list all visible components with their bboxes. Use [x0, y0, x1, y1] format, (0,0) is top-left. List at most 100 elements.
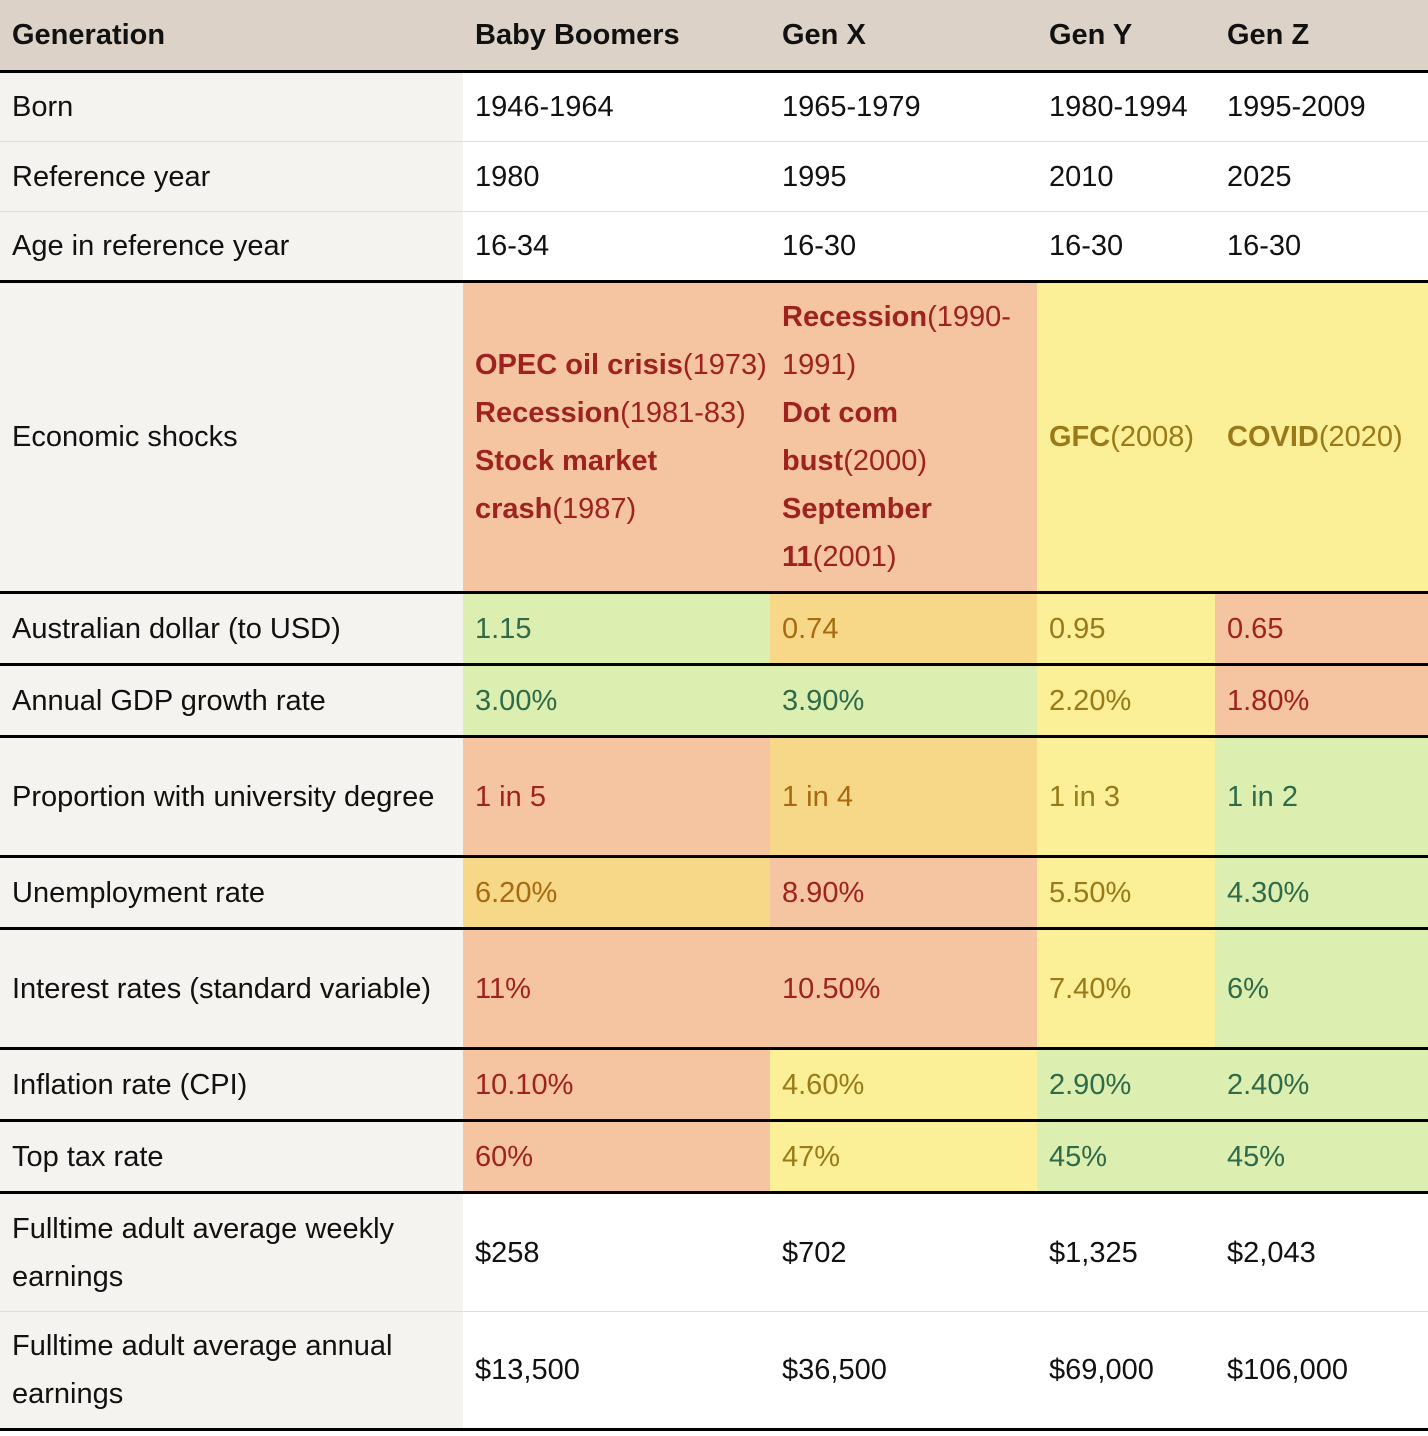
cell: 16-34 — [463, 211, 770, 283]
row-label: Proportion with university degree — [0, 736, 463, 858]
row-label: Inflation rate (CPI) — [0, 1048, 463, 1122]
row-top-tax-rate: Top tax rate 60% 47% 45% 45% — [0, 1120, 1428, 1194]
cell: 1 in 4 — [770, 736, 1037, 858]
economic-shock-item: GFC(2008) — [1049, 413, 1215, 461]
shock-name: Stock market crash — [475, 445, 658, 525]
cell: 0.95 — [1037, 592, 1215, 666]
row-unemployment: Unemployment rate 6.20% 8.90% 5.50% 4.30… — [0, 856, 1428, 930]
cell: 1995-2009 — [1215, 71, 1428, 142]
cell: 11% — [463, 928, 770, 1050]
cell: 0.65 — [1215, 592, 1428, 666]
cell: 1965-1979 — [770, 71, 1037, 142]
cell: 2.90% — [1037, 1048, 1215, 1122]
shock-year: (1973) — [682, 349, 767, 381]
economic-shock-item: Dot com bust(2000) — [782, 389, 1037, 485]
row-label: Fulltime adult average weekly earnings — [0, 1192, 463, 1312]
economic-shock-item: OPEC oil crisis(1973) — [475, 341, 770, 389]
cell: 1 in 3 — [1037, 736, 1215, 858]
cell: $1,325 — [1037, 1192, 1215, 1312]
cell: 1995 — [770, 141, 1037, 212]
row-annual-earnings: Fulltime adult average annual earnings $… — [0, 1311, 1428, 1431]
economic-shock-item: Recession(1981-83) — [475, 389, 770, 437]
cell: 2010 — [1037, 141, 1215, 212]
cell: 1 in 5 — [463, 736, 770, 858]
cell: 4.60% — [770, 1048, 1037, 1122]
shock-year: (2020) — [1318, 421, 1403, 453]
cell: 4.30% — [1215, 856, 1428, 930]
shock-year: (1990-1991) — [782, 301, 1011, 381]
cell: 2.20% — [1037, 664, 1215, 738]
economic-shock-item: COVID(2020) — [1227, 413, 1428, 461]
cell: $69,000 — [1037, 1311, 1215, 1431]
cell: 16-30 — [770, 211, 1037, 283]
cell: $106,000 — [1215, 1311, 1428, 1431]
shock-year: (2000) — [843, 445, 928, 477]
cell: 6.20% — [463, 856, 770, 930]
row-label: Top tax rate — [0, 1120, 463, 1194]
row-age: Age in reference year 16-34 16-30 16-30 … — [0, 211, 1428, 283]
shocks-baby-boomers: OPEC oil crisis(1973) Recession(1981-83) S… — [463, 281, 770, 594]
row-interest-rates: Interest rates (standard variable) 11% 1… — [0, 928, 1428, 1050]
cell: 3.00% — [463, 664, 770, 738]
cell: 1.15 — [463, 592, 770, 666]
cell: 16-30 — [1215, 211, 1428, 283]
row-reference-year: Reference year 1980 1995 2010 2025 — [0, 141, 1428, 212]
row-gdp-growth: Annual GDP growth rate 3.00% 3.90% 2.20%… — [0, 664, 1428, 738]
cell: 45% — [1215, 1120, 1428, 1194]
shock-name: Dot com bust — [782, 397, 898, 477]
cell: 1.80% — [1215, 664, 1428, 738]
cell: 10.10% — [463, 1048, 770, 1122]
row-label: Unemployment rate — [0, 856, 463, 930]
shock-year: (1987) — [552, 493, 637, 525]
row-label: Economic shocks — [0, 281, 463, 594]
shock-name: GFC — [1049, 421, 1111, 453]
shock-name: OPEC oil crisis — [475, 349, 683, 381]
shocks-gen-y: GFC(2008) — [1037, 281, 1215, 594]
shocks-gen-z: COVID(2020) — [1215, 281, 1428, 594]
economic-shock-item: September 11(2001) — [782, 485, 1037, 581]
cell: $702 — [770, 1192, 1037, 1312]
shock-year: (2001) — [812, 541, 897, 573]
cell: 7.40% — [1037, 928, 1215, 1050]
shock-name: COVID — [1227, 421, 1319, 453]
cell: 2025 — [1215, 141, 1428, 212]
cell: $258 — [463, 1192, 770, 1312]
cell: 6% — [1215, 928, 1428, 1050]
row-label: Born — [0, 71, 463, 142]
cell: 16-30 — [1037, 211, 1215, 283]
row-born: Born 1946-1964 1965-1979 1980-1994 1995-… — [0, 71, 1428, 142]
shocks-gen-x: Recession(1990-1991) Dot com bust(2000) Se… — [770, 281, 1037, 594]
cell: 45% — [1037, 1120, 1215, 1194]
cell: 10.50% — [770, 928, 1037, 1050]
cell: 1946-1964 — [463, 71, 770, 142]
row-label: Australian dollar (to USD) — [0, 592, 463, 666]
header-generation: Generation — [0, 0, 463, 73]
shock-name: September 11 — [782, 493, 932, 573]
shock-year: (1981-83) — [620, 397, 746, 429]
economic-shock-item: Recession(1990-1991) — [782, 293, 1037, 389]
row-economic-shocks: Economic shocks OPEC oil crisis(1973) Rec… — [0, 281, 1428, 594]
header-row: Generation Baby Boomers Gen X Gen Y Gen … — [0, 0, 1428, 73]
cell: 3.90% — [770, 664, 1037, 738]
row-university-degree: Proportion with university degree 1 in 5… — [0, 736, 1428, 858]
cell: 0.74 — [770, 592, 1037, 666]
row-weekly-earnings: Fulltime adult average weekly earnings $… — [0, 1192, 1428, 1312]
cell: 47% — [770, 1120, 1037, 1194]
cell: 5.50% — [1037, 856, 1215, 930]
row-australian-dollar: Australian dollar (to USD) 1.15 0.74 0.9… — [0, 592, 1428, 666]
cell: 8.90% — [770, 856, 1037, 930]
shock-year: (2008) — [1110, 421, 1195, 453]
row-inflation: Inflation rate (CPI) 10.10% 4.60% 2.90% … — [0, 1048, 1428, 1122]
row-label: Reference year — [0, 141, 463, 212]
row-label: Interest rates (standard variable) — [0, 928, 463, 1050]
row-label: Age in reference year — [0, 211, 463, 283]
cell: 2.40% — [1215, 1048, 1428, 1122]
row-label: Annual GDP growth rate — [0, 664, 463, 738]
shock-name: Recession — [782, 301, 928, 333]
cell: 1980-1994 — [1037, 71, 1215, 142]
row-label: Fulltime adult average annual earnings — [0, 1311, 463, 1431]
cell: 1980 — [463, 141, 770, 212]
cell: $36,500 — [770, 1311, 1037, 1431]
header-gen-y: Gen Y — [1037, 0, 1215, 73]
